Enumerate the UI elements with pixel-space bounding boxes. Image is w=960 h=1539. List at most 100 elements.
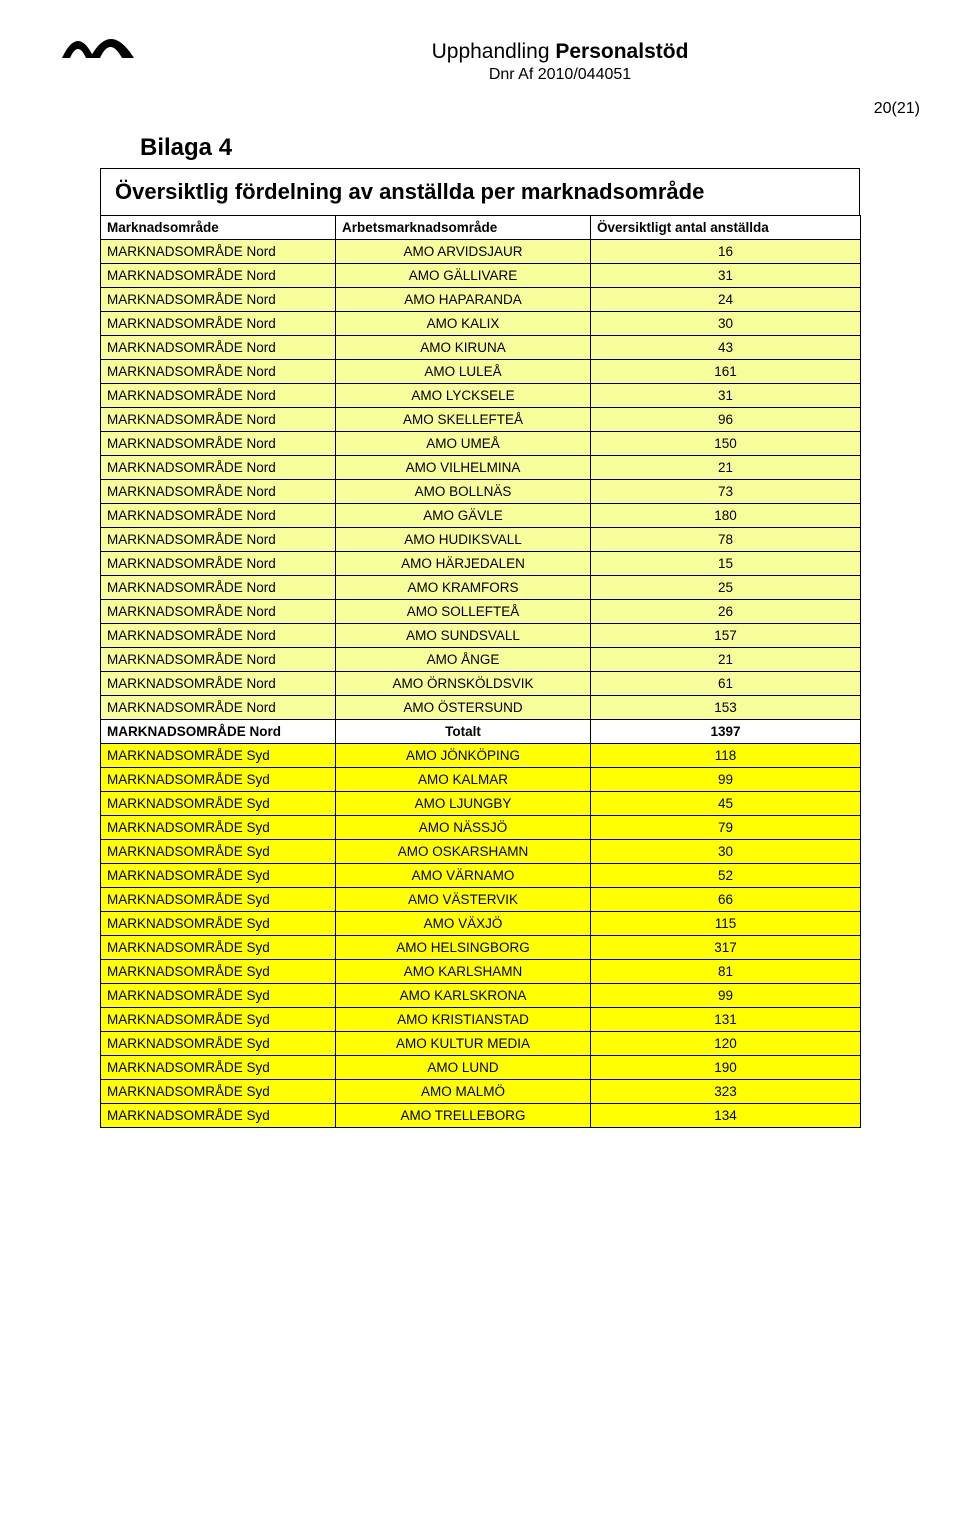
table-row: MARKNADSOMRÅDE NordAMO HÄRJEDALEN15 [101,552,861,576]
cell-amo: AMO KALMAR [336,768,591,792]
cell-marknad: MARKNADSOMRÅDE Nord [101,720,336,744]
table-row: MARKNADSOMRÅDE SydAMO VÄXJÖ115 [101,912,861,936]
document-page: Upphandling Personalstöd Dnr Af 2010/044… [0,0,960,1188]
cell-count: 96 [591,408,861,432]
cell-count: 79 [591,816,861,840]
cell-amo: AMO BOLLNÄS [336,480,591,504]
cell-amo: Totalt [336,720,591,744]
cell-count: 66 [591,888,861,912]
cell-marknad: MARKNADSOMRÅDE Nord [101,360,336,384]
cell-amo: AMO SUNDSVALL [336,624,591,648]
distribution-table: Marknadsområde Arbetsmarknadsområde Över… [100,215,861,1128]
cell-marknad: MARKNADSOMRÅDE Syd [101,1080,336,1104]
cell-count: 61 [591,672,861,696]
table-row: MARKNADSOMRÅDE SydAMO JÖNKÖPING118 [101,744,861,768]
table-row: MARKNADSOMRÅDE NordAMO SKELLEFTEÅ96 [101,408,861,432]
table-row: MARKNADSOMRÅDE SydAMO KALMAR99 [101,768,861,792]
cell-amo: AMO VÄXJÖ [336,912,591,936]
cell-amo: AMO KRAMFORS [336,576,591,600]
col-header-arbetsmarknad: Arbetsmarknadsområde [336,216,591,240]
cell-count: 21 [591,648,861,672]
cell-marknad: MARKNADSOMRÅDE Nord [101,672,336,696]
cell-count: 31 [591,384,861,408]
cell-marknad: MARKNADSOMRÅDE Nord [101,312,336,336]
cell-amo: AMO KARLSHAMN [336,960,591,984]
cell-marknad: MARKNADSOMRÅDE Syd [101,888,336,912]
cell-amo: AMO NÄSSJÖ [336,816,591,840]
table-row: MARKNADSOMRÅDE NordAMO KALIX30 [101,312,861,336]
cell-count: 120 [591,1032,861,1056]
cell-marknad: MARKNADSOMRÅDE Nord [101,384,336,408]
cell-count: 45 [591,792,861,816]
table-row: MARKNADSOMRÅDE NordAMO KRAMFORS25 [101,576,861,600]
table-row: MARKNADSOMRÅDE NordAMO KIRUNA43 [101,336,861,360]
cell-marknad: MARKNADSOMRÅDE Syd [101,1032,336,1056]
header-title: Upphandling Personalstöd [300,40,820,64]
cell-count: 131 [591,1008,861,1032]
table-body: MARKNADSOMRÅDE NordAMO ARVIDSJAUR16MARKN… [101,240,861,1128]
cell-marknad: MARKNADSOMRÅDE Nord [101,648,336,672]
table-row: MARKNADSOMRÅDE NordAMO HAPARANDA24 [101,288,861,312]
cell-count: 15 [591,552,861,576]
table-row: MARKNADSOMRÅDE SydAMO VÄSTERVIK66 [101,888,861,912]
cell-amo: AMO KULTUR MEDIA [336,1032,591,1056]
cell-marknad: MARKNADSOMRÅDE Nord [101,624,336,648]
cell-amo: AMO LYCKSELE [336,384,591,408]
cell-amo: AMO JÖNKÖPING [336,744,591,768]
table-row: MARKNADSOMRÅDE NordAMO GÄLLIVARE31 [101,264,861,288]
cell-amo: AMO SOLLEFTEÅ [336,600,591,624]
cell-amo: AMO HAPARANDA [336,288,591,312]
cell-marknad: MARKNADSOMRÅDE Nord [101,240,336,264]
cell-marknad: MARKNADSOMRÅDE Nord [101,696,336,720]
table-row: MARKNADSOMRÅDE NordAMO ARVIDSJAUR16 [101,240,861,264]
attachment-heading: Bilaga 4 [140,134,900,162]
cell-count: 78 [591,528,861,552]
cell-marknad: MARKNADSOMRÅDE Syd [101,816,336,840]
cell-marknad: MARKNADSOMRÅDE Nord [101,480,336,504]
cell-count: 317 [591,936,861,960]
table-row: MARKNADSOMRÅDE SydAMO KARLSKRONA99 [101,984,861,1008]
cell-amo: AMO VÄSTERVIK [336,888,591,912]
table-row: MARKNADSOMRÅDE SydAMO VÄRNAMO52 [101,864,861,888]
table-row: MARKNADSOMRÅDE NordAMO ÖRNSKÖLDSVIK61 [101,672,861,696]
cell-marknad: MARKNADSOMRÅDE Syd [101,1104,336,1128]
cell-amo: AMO VILHELMINA [336,456,591,480]
col-header-marknad: Marknadsområde [101,216,336,240]
cell-count: 43 [591,336,861,360]
cell-marknad: MARKNADSOMRÅDE Syd [101,912,336,936]
cell-amo: AMO ÖSTERSUND [336,696,591,720]
cell-marknad: MARKNADSOMRÅDE Syd [101,744,336,768]
cell-amo: AMO OSKARSHAMN [336,840,591,864]
cell-marknad: MARKNADSOMRÅDE Nord [101,264,336,288]
cell-amo: AMO SKELLEFTEÅ [336,408,591,432]
cell-marknad: MARKNADSOMRÅDE Syd [101,1008,336,1032]
cell-marknad: MARKNADSOMRÅDE Syd [101,768,336,792]
cell-amo: AMO ÅNGE [336,648,591,672]
table-row: MARKNADSOMRÅDE NordAMO HUDIKSVALL78 [101,528,861,552]
table-row: MARKNADSOMRÅDE SydAMO LUND190 [101,1056,861,1080]
cell-count: 21 [591,456,861,480]
cell-count: 99 [591,984,861,1008]
cell-count: 157 [591,624,861,648]
table-row: MARKNADSOMRÅDE NordAMO SOLLEFTEÅ26 [101,600,861,624]
table-row: MARKNADSOMRÅDE SydAMO KULTUR MEDIA120 [101,1032,861,1056]
table-row: MARKNADSOMRÅDE NordAMO GÄVLE180 [101,504,861,528]
cell-count: 25 [591,576,861,600]
header-title-bold: Personalstöd [555,40,688,63]
cell-amo: AMO LJUNGBY [336,792,591,816]
cell-amo: AMO LULEÅ [336,360,591,384]
cell-amo: AMO KRISTIANSTAD [336,1008,591,1032]
cell-count: 323 [591,1080,861,1104]
table-row: MARKNADSOMRÅDE NordAMO ÖSTERSUND153 [101,696,861,720]
cell-amo: AMO LUND [336,1056,591,1080]
cell-amo: AMO ÖRNSKÖLDSVIK [336,672,591,696]
cell-count: 134 [591,1104,861,1128]
table-row: MARKNADSOMRÅDE NordAMO LYCKSELE31 [101,384,861,408]
table-row: MARKNADSOMRÅDE NordTotalt1397 [101,720,861,744]
table-row: MARKNADSOMRÅDE SydAMO TRELLEBORG134 [101,1104,861,1128]
cell-count: 24 [591,288,861,312]
cell-amo: AMO UMEÅ [336,432,591,456]
table-row: MARKNADSOMRÅDE SydAMO LJUNGBY45 [101,792,861,816]
logo-icon [60,30,140,71]
table-row: MARKNADSOMRÅDE NordAMO SUNDSVALL157 [101,624,861,648]
